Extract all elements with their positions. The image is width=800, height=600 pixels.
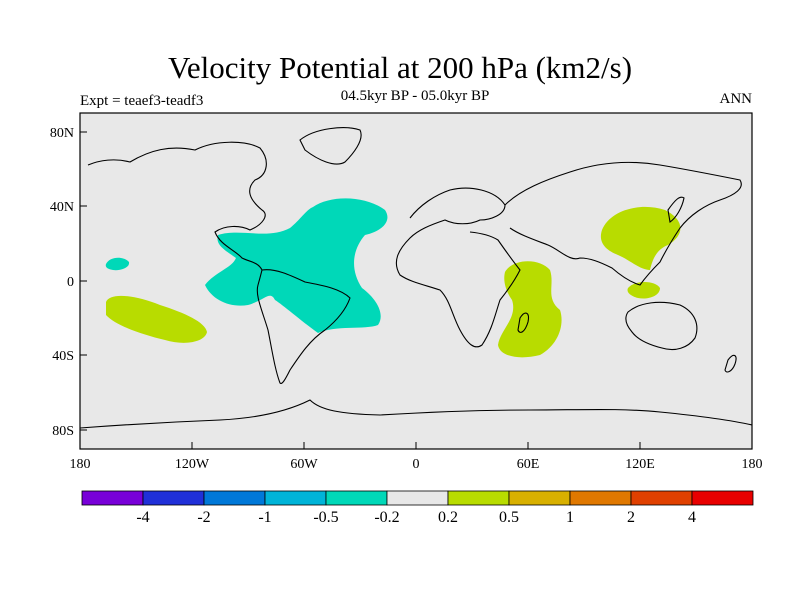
positive-region-indian-ocean	[498, 261, 562, 358]
colorbar-swatch	[81, 490, 144, 506]
coastline-north-america	[87, 141, 267, 271]
coastlines	[80, 127, 752, 429]
colorbar-swatch	[630, 490, 693, 506]
lat-tick-label: 80N	[50, 126, 74, 141]
coastline-madagascar	[517, 312, 529, 333]
lon-ticks	[79, 442, 753, 449]
coastline-new-zealand	[724, 354, 737, 373]
colorbar-swatch	[508, 490, 571, 506]
colorbar-label: 1	[566, 509, 574, 526]
colorbar-swatch	[203, 490, 266, 506]
lat-tick-labels: 80N 40N 0 40S 80S	[50, 126, 74, 439]
coastline-japan	[667, 196, 685, 223]
lat-tick-label: 40N	[50, 200, 74, 215]
lon-tick-label: 60E	[517, 457, 540, 472]
lat-tick-label: 0	[67, 275, 74, 290]
lon-tick-labels: 180 120W 60W 0 60E 120E 180	[70, 457, 763, 472]
experiment-label: Expt = teaef3-teadf3	[80, 93, 204, 109]
colorbar-label: -2	[197, 509, 210, 526]
lon-tick-label: 120E	[625, 457, 655, 472]
colorbar-label: 2	[627, 509, 635, 526]
lat-tick-label: 80S	[52, 424, 74, 439]
lon-tick-label: 0	[413, 457, 420, 472]
colorbar-label: -4	[136, 509, 149, 526]
colorbar-label: 4	[688, 509, 696, 526]
coastline-europe-africa	[395, 187, 521, 348]
lat-ticks	[80, 131, 87, 431]
coastline-australia	[625, 301, 698, 351]
chart-title: Velocity Potential at 200 hPa (km2/s)	[167, 50, 633, 85]
colorbar-labels: -4 -2 -1 -0.5 -0.2 0.2 0.5 1 2 4	[136, 509, 696, 526]
coastline-south-america	[256, 269, 351, 384]
colorbar-label: 0.2	[438, 509, 458, 526]
lat-tick-label: 40S	[52, 349, 74, 364]
colorbar-swatch	[447, 490, 510, 506]
period-subtitle: 04.5kyr BP - 05.0kyr BP	[340, 88, 490, 104]
negative-region-americas-atlantic	[205, 198, 388, 333]
coastline-greenland	[299, 127, 362, 165]
colorbar-swatch	[142, 490, 205, 506]
colorbar-label: 0.5	[499, 509, 519, 526]
positive-region-maritime-continent	[627, 282, 660, 299]
coastline-asia	[504, 161, 742, 286]
negative-region-central-pacific	[105, 257, 130, 271]
coastline-antarctica	[80, 399, 752, 429]
colorbar-label: -1	[258, 509, 271, 526]
lon-tick-label: 120W	[175, 457, 210, 472]
colorbar-swatch	[325, 490, 388, 506]
season-label: ANN	[719, 91, 753, 107]
lon-tick-label: 180	[70, 457, 91, 472]
colorbar-swatch	[691, 490, 754, 506]
positive-region-south-pacific	[106, 295, 207, 343]
map-clip-group	[80, 127, 752, 429]
lon-tick-label: 60W	[290, 457, 318, 472]
positive-region-east-asia	[600, 206, 681, 270]
colorbar-swatch	[386, 490, 449, 506]
lon-tick-label: 180	[742, 457, 763, 472]
colorbar-label: -0.5	[313, 509, 338, 526]
colorbar-label: -0.2	[374, 509, 399, 526]
colorbar-swatch	[569, 490, 632, 506]
colorbar	[81, 490, 754, 506]
colorbar-swatch	[264, 490, 327, 506]
map-background	[80, 113, 752, 449]
